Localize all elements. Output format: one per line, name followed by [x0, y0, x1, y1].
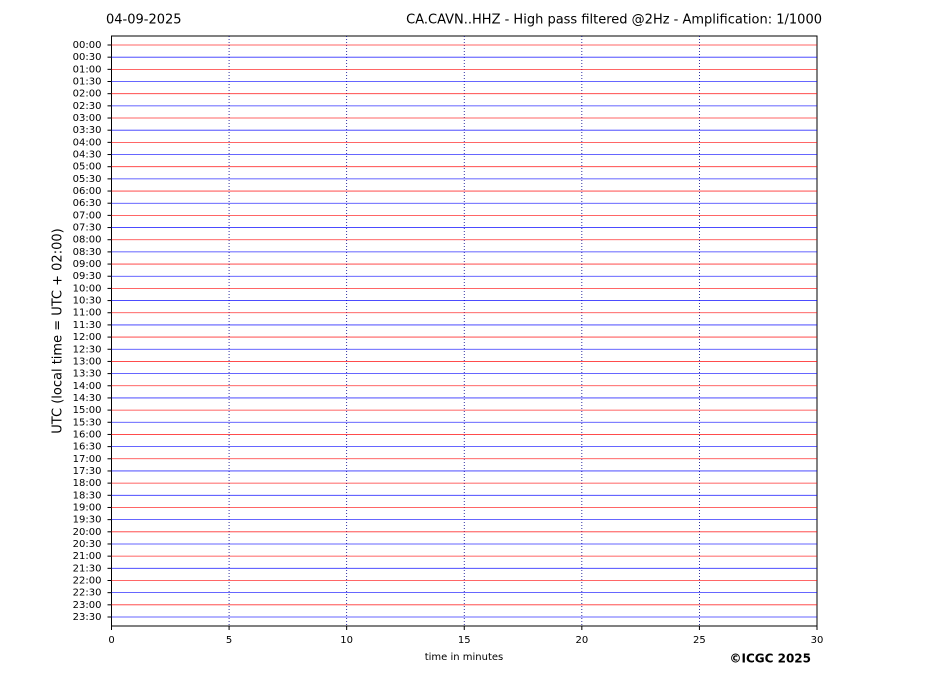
y-tick-label: 19:30 [73, 515, 102, 526]
chart-title: CA.CAVN..HHZ - High pass filtered @2Hz -… [406, 13, 822, 28]
y-tick-label: 22:30 [73, 588, 102, 599]
x-tick-label: 0 [108, 635, 114, 646]
y-tick-label: 16:00 [73, 429, 102, 440]
y-tick-label: 00:30 [73, 52, 102, 63]
y-tick-label: 03:00 [73, 113, 102, 124]
x-tick-label: 10 [340, 635, 353, 646]
y-tick-label: 15:30 [73, 417, 102, 428]
y-tick-label: 10:00 [73, 283, 102, 294]
y-tick-label: 07:30 [73, 223, 102, 234]
y-tick-label: 12:00 [73, 332, 102, 343]
y-tick-label: 07:00 [73, 210, 102, 221]
y-tick-label: 10:30 [73, 296, 102, 307]
y-tick-label: 11:00 [73, 308, 102, 319]
y-tick-label: 17:30 [73, 466, 102, 477]
y-tick-label: 15:00 [73, 405, 102, 416]
x-tick-label: 15 [458, 635, 471, 646]
y-tick-label: 02:00 [73, 89, 102, 100]
y-tick-label: 16:30 [73, 442, 102, 453]
x-tick-label: 25 [693, 635, 706, 646]
y-tick-label: 09:30 [73, 271, 102, 282]
y-tick-label: 11:30 [73, 320, 102, 331]
y-tick-label: 21:00 [73, 551, 102, 562]
y-tick-label: 08:00 [73, 235, 102, 246]
y-tick-label: 18:30 [73, 490, 102, 501]
y-tick-label: 20:00 [73, 527, 102, 538]
y-tick-label: 12:30 [73, 344, 102, 355]
y-tick-label: 13:30 [73, 369, 102, 380]
y-tick-label: 06:30 [73, 198, 102, 209]
y-tick-label: 01:30 [73, 77, 102, 88]
y-tick-label: 01:00 [73, 64, 102, 75]
x-axis-label: time in minutes [425, 652, 504, 663]
x-tick-label: 5 [226, 635, 232, 646]
y-tick-label: 04:00 [73, 137, 102, 148]
y-tick-label: 21:30 [73, 563, 102, 574]
y-tick-label: 00:00 [73, 40, 102, 51]
y-tick-label: 02:30 [73, 101, 102, 112]
y-tick-label: 14:00 [73, 381, 102, 392]
y-tick-label: 23:00 [73, 600, 102, 611]
copyright: ©ICGC 2025 [729, 652, 811, 666]
y-tick-label: 05:30 [73, 174, 102, 185]
y-tick-label: 03:30 [73, 125, 102, 136]
y-tick-label: 06:00 [73, 186, 102, 197]
y-tick-label: 18:00 [73, 478, 102, 489]
y-axis-label: UTC (local time = UTC + 02:00) [51, 228, 66, 433]
x-tick-label: 20 [575, 635, 588, 646]
date: 04-09-2025 [106, 13, 182, 28]
y-tick-label: 08:30 [73, 247, 102, 258]
y-tick-label: 04:30 [73, 150, 102, 161]
x-tick-label: 30 [811, 635, 824, 646]
y-tick-label: 13:00 [73, 356, 102, 367]
y-tick-label: 09:00 [73, 259, 102, 270]
y-tick-label: 23:30 [73, 612, 102, 623]
y-tick-label: 19:00 [73, 502, 102, 513]
y-tick-label: 17:00 [73, 454, 102, 465]
y-tick-label: 20:30 [73, 539, 102, 550]
y-tick-label: 14:30 [73, 393, 102, 404]
y-tick-label: 05:00 [73, 162, 102, 173]
y-tick-label: 22:00 [73, 575, 102, 586]
